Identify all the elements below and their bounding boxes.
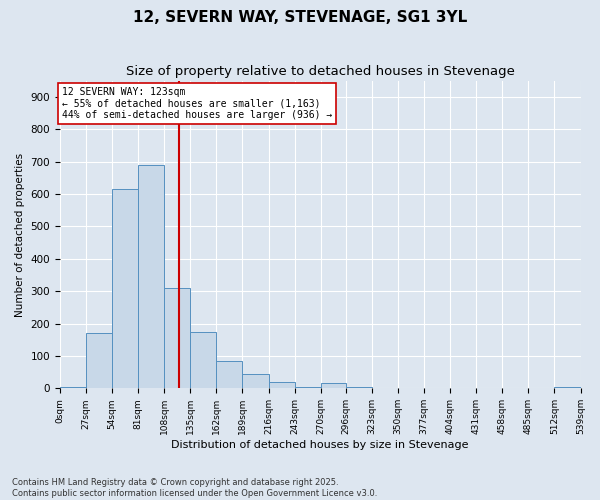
Bar (554, 386, 581, 388)
Bar (164, 288, 190, 388)
Bar (217, 361, 242, 388)
Bar (60, 386, 86, 388)
Bar (112, 189, 138, 388)
Title: Size of property relative to detached houses in Stevenage: Size of property relative to detached ho… (126, 65, 515, 78)
Bar (269, 382, 295, 388)
Bar (190, 332, 217, 388)
Text: 12 SEVERN WAY: 123sqm
← 55% of detached houses are smaller (1,163)
44% of semi-d: 12 SEVERN WAY: 123sqm ← 55% of detached … (62, 87, 332, 120)
Bar (320, 384, 346, 388)
Bar (242, 374, 269, 388)
X-axis label: Distribution of detached houses by size in Stevenage: Distribution of detached houses by size … (172, 440, 469, 450)
Text: 12, SEVERN WAY, STEVENAGE, SG1 3YL: 12, SEVERN WAY, STEVENAGE, SG1 3YL (133, 10, 467, 25)
Bar (346, 386, 372, 388)
Bar (138, 165, 164, 388)
Text: Contains HM Land Registry data © Crown copyright and database right 2025.
Contai: Contains HM Land Registry data © Crown c… (12, 478, 377, 498)
Bar (86, 334, 112, 388)
Bar (295, 386, 320, 388)
Y-axis label: Number of detached properties: Number of detached properties (15, 152, 25, 316)
